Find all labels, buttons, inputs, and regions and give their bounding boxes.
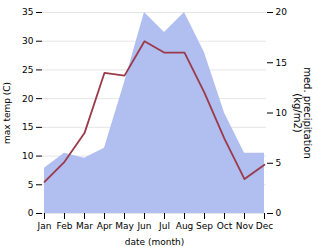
svg-text:30: 30 xyxy=(22,36,34,46)
svg-text:Oct: Oct xyxy=(217,221,233,231)
svg-text:med. precipitation(kg/m2): med. precipitation(kg/m2) xyxy=(292,67,313,159)
svg-text:Mar: Mar xyxy=(76,221,93,231)
svg-text:May: May xyxy=(115,221,134,231)
svg-text:0: 0 xyxy=(28,208,34,218)
svg-text:20: 20 xyxy=(276,7,288,17)
svg-text:Jul: Jul xyxy=(158,221,170,231)
svg-text:Aug: Aug xyxy=(176,221,194,231)
svg-text:15: 15 xyxy=(22,122,33,132)
svg-text:Nov: Nov xyxy=(236,221,254,231)
svg-text:Sep: Sep xyxy=(196,221,213,231)
svg-text:15: 15 xyxy=(276,58,287,68)
svg-text:Jan: Jan xyxy=(37,221,52,231)
svg-text:35: 35 xyxy=(22,7,33,17)
svg-text:20: 20 xyxy=(22,94,34,104)
svg-text:5: 5 xyxy=(28,180,34,190)
svg-text:max temp (C): max temp (C) xyxy=(2,82,12,144)
svg-text:Jun: Jun xyxy=(136,221,151,231)
svg-text:25: 25 xyxy=(22,65,33,75)
svg-text:Feb: Feb xyxy=(57,221,73,231)
svg-text:date (month): date (month) xyxy=(125,237,184,247)
svg-text:5: 5 xyxy=(276,158,282,168)
svg-text:0: 0 xyxy=(276,208,282,218)
svg-text:Apr: Apr xyxy=(97,221,113,231)
svg-text:10: 10 xyxy=(22,151,34,161)
svg-text:10: 10 xyxy=(276,108,288,118)
svg-text:Dec: Dec xyxy=(256,221,273,231)
